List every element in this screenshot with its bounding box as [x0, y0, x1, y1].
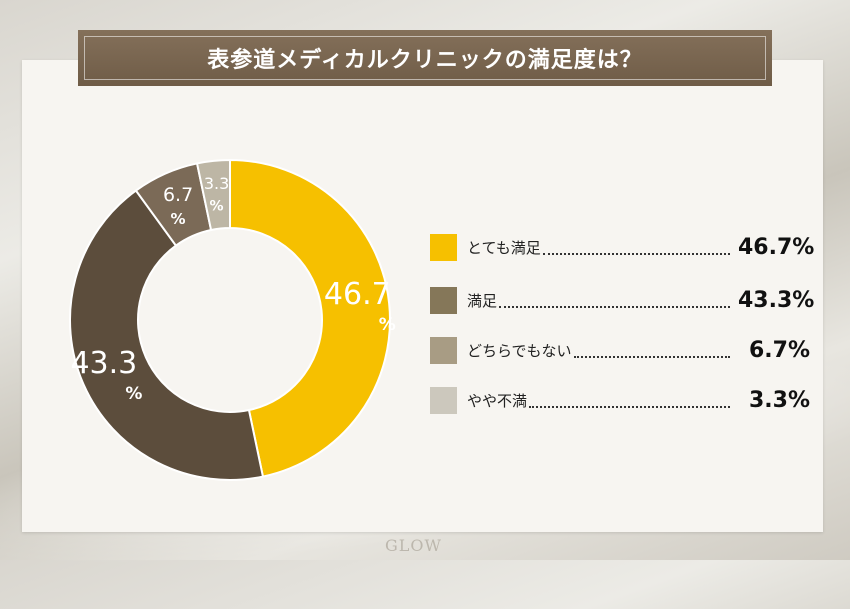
slice-percent-sign: %	[171, 210, 186, 228]
slice-very-satisfied	[229, 158, 391, 478]
slice-percent-sign: %	[379, 315, 396, 335]
chart-title: 表参道メディカルクリニックの満足度は？	[207, 48, 643, 73]
slice-value-label: 6.7	[163, 184, 193, 206]
legend-swatch	[430, 386, 457, 414]
legend-value: 3.3%	[748, 387, 810, 413]
legend-value: 6.7%	[748, 337, 810, 363]
title-banner: 表参道メディカルクリニックの満足度は？	[78, 30, 772, 86]
slice-value-label: 43.3	[70, 346, 137, 381]
legend-label: どちらでもない	[467, 341, 572, 360]
legend-leader-dots	[529, 392, 730, 408]
legend-value: 43.3%	[738, 287, 815, 313]
footer-logo: GLOW	[385, 536, 442, 555]
legend-label: やや不満	[467, 391, 528, 410]
donut-chart: 46.7% 43.3% 6.7% 3.3%	[69, 158, 396, 481]
slice-percent-sign: %	[210, 199, 224, 215]
legend-swatch	[430, 286, 457, 314]
slice-slightly-dissatisfied	[195, 158, 231, 232]
legend-value: 46.7%	[738, 234, 815, 260]
legend-leader-dots	[542, 239, 730, 255]
slice-satisfied	[69, 189, 265, 481]
legend-leader-dots	[499, 292, 730, 308]
slice-value-label: 46.7	[324, 277, 391, 312]
slice-percent-sign: %	[125, 384, 142, 404]
legend-swatch	[430, 336, 457, 364]
legend-item-neutral: どちらでもない 6.7%	[430, 335, 810, 365]
legend-leader-dots	[573, 342, 730, 358]
legend-swatch	[430, 233, 457, 261]
slice-value-label: 3.3	[204, 174, 229, 193]
legend-item-very-satisfied: とても満足 46.7%	[430, 232, 815, 262]
legend-label: とても満足	[467, 238, 541, 257]
legend-item-slightly-dissatisfied: やや不満 3.3%	[430, 385, 810, 415]
legend-label: 満足	[467, 291, 498, 310]
legend-item-satisfied: 満足 43.3%	[430, 285, 815, 315]
